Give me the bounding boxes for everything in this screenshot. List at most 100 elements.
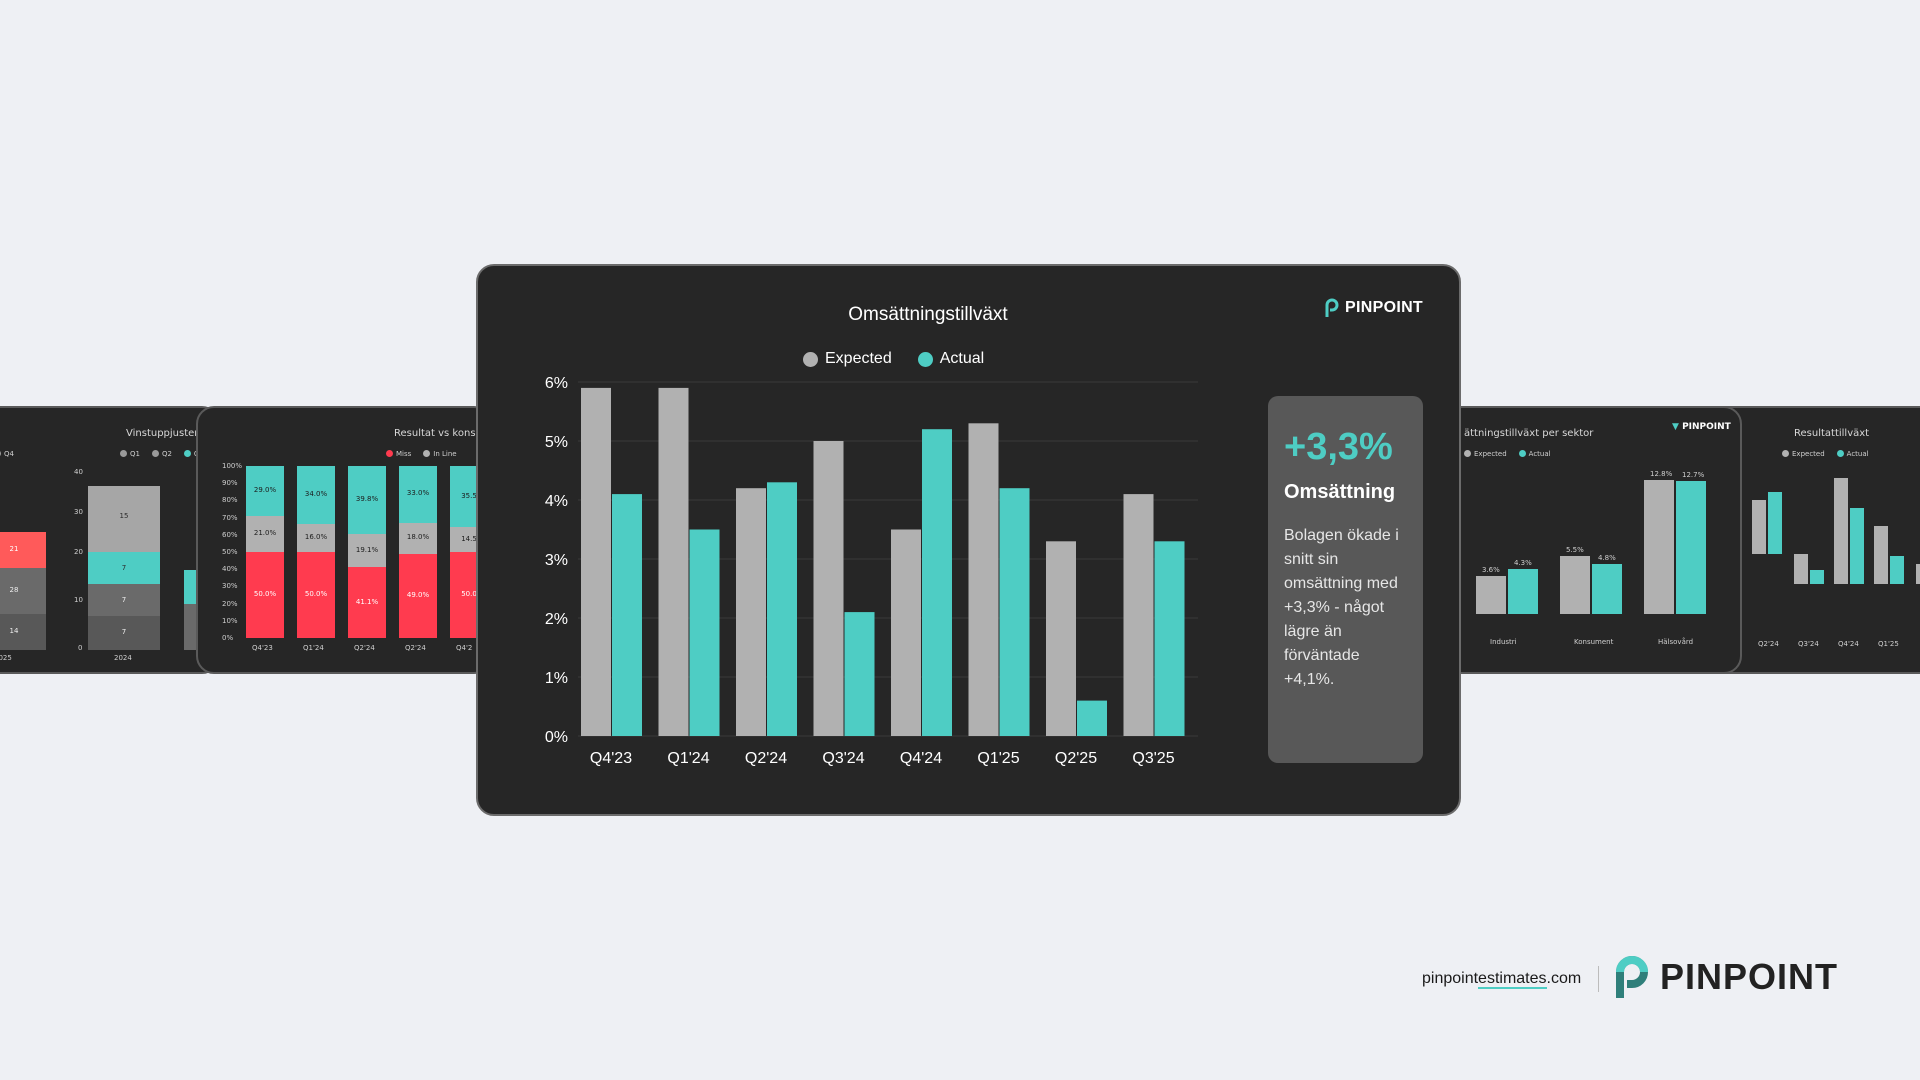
legend-item: Q2	[151, 450, 172, 458]
x-tick: Q4'24	[1838, 640, 1859, 648]
y-tick: 30%	[222, 582, 238, 591]
stack-segment: 33.0%	[399, 466, 437, 523]
legend-item-actual: Actual	[917, 350, 985, 368]
footer-logo: PINPOINT	[1612, 954, 1838, 1000]
bar	[1890, 556, 1904, 584]
y-tick: 0	[78, 644, 83, 652]
bar-actual	[922, 429, 952, 736]
stack-segment: 7	[88, 584, 160, 616]
data-label: 3.6%	[1482, 566, 1500, 575]
stack-segment: 21.0%	[246, 515, 284, 552]
y-tick: 50%	[222, 548, 238, 556]
y-tick: 30	[74, 508, 83, 516]
bar-expected	[813, 441, 844, 736]
bar-expected	[891, 529, 921, 736]
y-tick: 40	[74, 468, 83, 476]
bar-actual	[1077, 700, 1107, 736]
x-tick: Q1'25	[1878, 640, 1899, 648]
x-tick-label: Q1'25	[977, 750, 1019, 767]
chart-title: Omsättningstillväxt	[848, 304, 1008, 325]
bar-actual	[1154, 541, 1185, 736]
bar-expected	[968, 423, 999, 736]
insight-body: Bolagen ökade i snitt sin omsättning med…	[1284, 527, 1399, 688]
bar-expected	[1123, 494, 1154, 736]
x-tick-label: Q3'25	[1132, 750, 1174, 767]
x-tick: 2024	[114, 654, 132, 662]
x-tick-label: Q4'24	[900, 750, 942, 767]
side-card-vinst-legend: Q4 Q1 Q2 Q3	[0, 450, 204, 458]
data-label: 12.7%	[1682, 470, 1705, 479]
main-chart-card[interactable]: Omsättningstillväxt PINPOINT Expected Ac…	[476, 264, 1461, 816]
bar	[1560, 556, 1590, 614]
legend-label: Actual	[939, 350, 985, 367]
side-card-resultat[interactable]: Resultat vs konse Miss In Line 0% 10% 20% 3…	[196, 406, 492, 674]
x-tick: Q4'23	[252, 644, 273, 652]
website-link[interactable]: pinpointestimates.com	[1422, 970, 1582, 989]
insight-heading: Omsättning	[1284, 481, 1396, 503]
side-card-resultattillvaxt-legend: Expected Actual	[1782, 450, 1869, 458]
x-tick: Q1'24	[303, 644, 324, 652]
segment-label: 19.1%	[355, 545, 379, 554]
bar	[1508, 568, 1538, 614]
segment-label: 50.0%	[304, 590, 328, 598]
y-tick-label: 2%	[545, 611, 568, 628]
legend-item: Q1	[119, 450, 140, 458]
side-card-vinst[interactable]: Vinstuppjusteri Q4 Q1 Q2 Q3 40 30 20 10 …	[0, 406, 220, 674]
stack-segment: 18.0%	[399, 522, 437, 554]
y-tick: 10	[74, 596, 83, 604]
x-tick-label: Q3'24	[822, 750, 864, 767]
data-label: 4.3%	[1514, 558, 1532, 567]
y-tick: 10%	[222, 616, 238, 625]
pinpoint-logo-icon	[1325, 298, 1339, 317]
bar-expected	[658, 387, 689, 736]
stack-segment: 16.0%	[297, 524, 335, 552]
bar	[1476, 576, 1506, 614]
y-tick-label: 3%	[545, 552, 568, 569]
segment-label: 41.1%	[355, 597, 379, 606]
bar-expected	[1046, 541, 1076, 736]
x-tick: Q2'24	[405, 644, 426, 652]
side-card-resultattillvaxt-title: Resultattillväxt	[1794, 428, 1870, 439]
y-tick: 90%	[222, 479, 238, 488]
segment-label: 50.0	[461, 590, 477, 598]
x-tick: Q2'24	[1758, 640, 1779, 648]
insight-value: +3,3%	[1284, 426, 1393, 468]
bar	[1834, 478, 1848, 584]
bar	[1676, 480, 1706, 614]
y-tick: 0%	[222, 634, 234, 642]
bar	[1916, 564, 1920, 584]
stack-segment: 41.1%	[348, 567, 386, 638]
side-card-sektor-title: ättningstillväxt per sektor	[1464, 428, 1594, 439]
legend-item: Miss	[386, 450, 411, 458]
stack-segment: 14	[0, 614, 46, 650]
x-tick: Q2'24	[354, 644, 375, 652]
stack-segment: 50.0%	[297, 552, 335, 638]
url-highlight: estimates	[1478, 970, 1547, 989]
legend-item: Expected	[1464, 450, 1507, 458]
legend-item: Expected	[1782, 450, 1825, 458]
y-tick-label: 0%	[545, 729, 568, 746]
x-tick: Konsument	[1574, 638, 1614, 646]
segment-label: 33.0%	[406, 489, 430, 498]
segment-label: 49.0%	[406, 590, 430, 599]
side-card-sektor[interactable]: ättningstillväxt per sektor ▼ PINPOINT E…	[1442, 406, 1742, 674]
y-tick: 100%	[222, 462, 243, 470]
segment-label: 35.5	[461, 491, 477, 500]
segment-label: 14.5	[461, 534, 477, 543]
bar	[1752, 500, 1766, 554]
bar	[1768, 492, 1782, 554]
chart-legend: Expected Actual	[803, 350, 984, 368]
pinpoint-logo: PINPOINT	[1325, 298, 1423, 318]
bar	[1592, 563, 1622, 614]
segment-label: 29.0%	[253, 485, 277, 494]
bar-actual	[844, 612, 875, 736]
pinpoint-logo-icon	[1616, 956, 1648, 998]
stack-segment: 50.0%	[246, 552, 284, 638]
y-tick: 60%	[222, 530, 238, 539]
data-label: 5.5%	[1566, 546, 1584, 555]
side-card-sektor-logo: ▼ PINPOINT	[1672, 422, 1731, 432]
y-tick: 20%	[222, 599, 238, 608]
legend-item: Q4	[0, 450, 14, 458]
stack-segment: 29.0%	[246, 466, 284, 516]
y-tick-label: 5%	[545, 434, 568, 451]
